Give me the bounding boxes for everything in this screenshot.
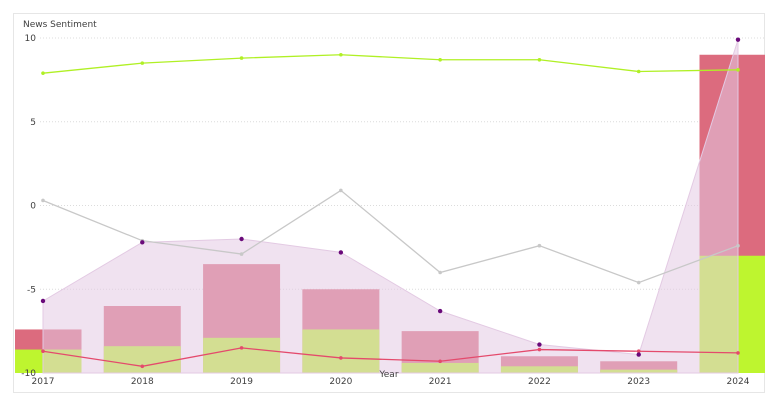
x-tick-label: 2020 bbox=[329, 377, 352, 387]
series-marker bbox=[438, 359, 442, 364]
y-tick-label: 10 bbox=[25, 34, 37, 44]
x-tick-label: 2018 bbox=[131, 377, 154, 387]
series-marker bbox=[537, 347, 542, 352]
series-marker bbox=[41, 198, 45, 203]
x-tick-label: 2024 bbox=[727, 377, 750, 387]
x-tick-label: 2021 bbox=[429, 377, 452, 387]
series-marker bbox=[339, 188, 343, 193]
series-marker bbox=[736, 68, 740, 72]
x-tick-label: 2017 bbox=[32, 377, 55, 387]
x-axis-title: Year bbox=[378, 370, 398, 380]
series-marker bbox=[339, 52, 343, 57]
series-marker bbox=[140, 364, 145, 369]
series-marker bbox=[438, 270, 442, 275]
series-marker bbox=[736, 351, 740, 355]
area-series bbox=[42, 39, 739, 374]
series-marker bbox=[239, 56, 244, 60]
x-tick-label: 2019 bbox=[230, 377, 253, 387]
series-marker bbox=[636, 280, 641, 285]
series-marker bbox=[339, 356, 343, 360]
y-axis-title: News Sentiment bbox=[23, 20, 97, 30]
area-series-fill bbox=[42, 39, 739, 374]
series-line bbox=[42, 189, 739, 284]
data-point bbox=[40, 298, 46, 304]
y-tick-label: -5 bbox=[27, 285, 36, 295]
data-point bbox=[735, 37, 741, 42]
series-marker bbox=[636, 349, 641, 354]
series-marker bbox=[438, 57, 442, 62]
data-point bbox=[239, 236, 244, 242]
series-marker bbox=[140, 61, 145, 65]
y-tick-label: 5 bbox=[30, 118, 36, 128]
y-tick-label: 0 bbox=[30, 202, 36, 212]
x-tick-label: 2022 bbox=[528, 377, 551, 387]
data-point bbox=[537, 342, 542, 347]
line-series bbox=[41, 52, 740, 369]
series-marker bbox=[636, 69, 641, 74]
x-axis-ticks: 2017 2018 2019 2020 2021 2022 2023 2024 bbox=[32, 377, 750, 387]
series-marker bbox=[537, 57, 542, 62]
points bbox=[40, 37, 741, 357]
series-line bbox=[42, 54, 739, 74]
series-line bbox=[42, 347, 739, 367]
series-marker bbox=[41, 71, 45, 75]
series-marker bbox=[239, 252, 244, 256]
y-tick-label: -10 bbox=[21, 369, 36, 379]
series-marker bbox=[736, 243, 740, 248]
data-point bbox=[437, 308, 443, 314]
data-point bbox=[140, 240, 145, 245]
data-point bbox=[636, 352, 641, 357]
x-tick-label: 2023 bbox=[627, 377, 650, 387]
series-marker bbox=[239, 346, 244, 350]
series-marker bbox=[537, 243, 542, 248]
data-point bbox=[338, 250, 344, 255]
y-axis-ticks: 10 5 0 -5 -10 bbox=[21, 34, 36, 379]
series-marker bbox=[41, 349, 45, 354]
